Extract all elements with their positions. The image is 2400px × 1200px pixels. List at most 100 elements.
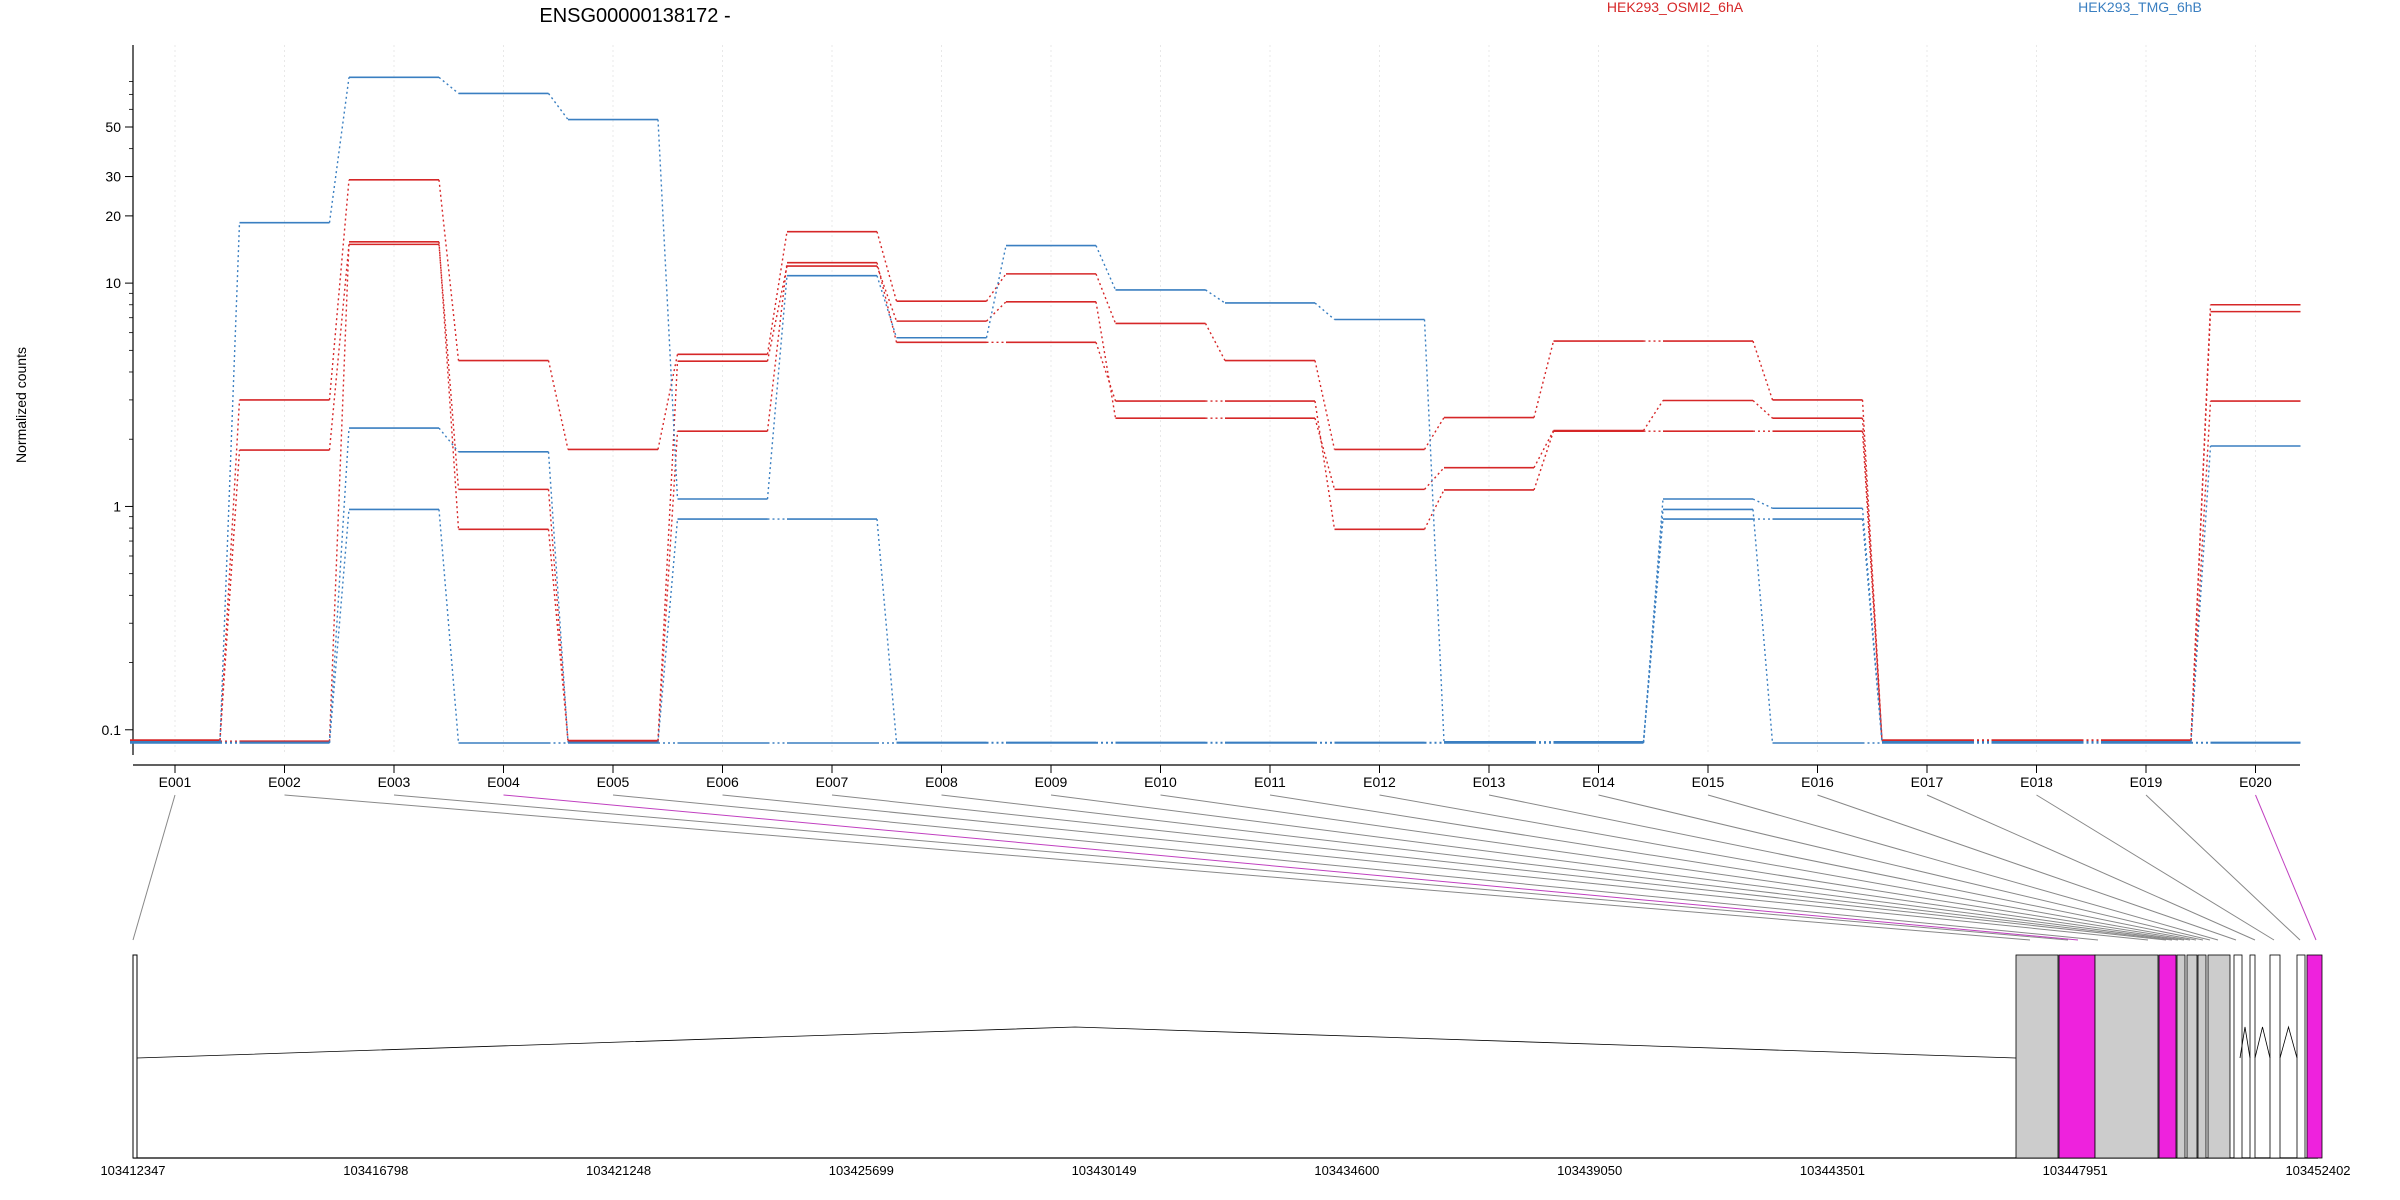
data-transition	[547, 93, 569, 120]
intron-line	[136, 1026, 2017, 1059]
x-tick-label-e013: E013	[1473, 774, 1506, 790]
plot-area: 0.1 1 10 20 30 50 E001 E002 E003 E004 E005 E006 E007…	[102, 45, 2301, 790]
data-transition	[1533, 430, 1555, 469]
data-transition	[1642, 519, 1664, 743]
connector-e005	[612, 794, 2099, 941]
connector-e015	[1707, 794, 2219, 941]
connector-e008	[941, 794, 2173, 941]
data-transition	[1095, 342, 1117, 402]
data-transition	[328, 509, 350, 744]
data-transition	[438, 76, 459, 94]
data-transition	[438, 179, 460, 361]
data-transition	[985, 273, 1007, 302]
coordinate-label: 103412347	[100, 1163, 165, 1178]
x-tick-label-e020: E020	[2239, 774, 2272, 790]
x-tick-label-e017: E017	[1911, 774, 1944, 790]
data-transition	[1423, 489, 1445, 530]
data-transition	[547, 529, 569, 742]
connector-e018	[2036, 794, 2275, 941]
data-transition	[1642, 400, 1664, 431]
exon-block	[2233, 954, 2243, 1159]
data-transition	[1533, 340, 1555, 418]
data-transition	[766, 262, 788, 432]
coordinate-label: 103434600	[1314, 1163, 1379, 1178]
exon-block	[2306, 954, 2323, 1159]
exon-block	[2015, 954, 2059, 1159]
data-transition	[1095, 245, 1117, 291]
y-axis-label: Normalized counts	[13, 347, 29, 463]
data-transition	[766, 231, 788, 355]
x-tick-label-e016: E016	[1801, 774, 1834, 790]
connector-e011	[1269, 794, 2191, 941]
series-tmg-5	[130, 508, 2301, 744]
exon-block	[2058, 954, 2096, 1159]
coordinate-label: 103439050	[1557, 1163, 1622, 1178]
data-transition	[1314, 360, 1336, 450]
data-transition	[547, 451, 569, 743]
x-tick-label-e015: E015	[1692, 774, 1725, 790]
data-transition	[1861, 399, 1883, 741]
y-tick-label: 50	[105, 119, 121, 135]
data-transition	[1861, 519, 1883, 743]
coordinate-label: 103430149	[1072, 1163, 1137, 1178]
data-transition	[657, 519, 679, 743]
data-transition	[1861, 508, 1883, 742]
data-transition	[438, 509, 460, 744]
connector-e016	[1817, 794, 2237, 941]
coordinate-label: 103447951	[2043, 1163, 2108, 1178]
x-tick-label-e012: E012	[1363, 774, 1396, 790]
exon-block	[2197, 954, 2207, 1159]
data-transition	[1423, 417, 1445, 450]
exon-block	[132, 954, 138, 1159]
exon-block	[2176, 954, 2186, 1159]
connector-e012	[1379, 794, 2197, 941]
connector-e010	[1160, 794, 2185, 941]
data-transition	[1423, 319, 1445, 742]
x-tick-label-e004: E004	[487, 774, 520, 790]
data-transition	[1642, 498, 1664, 742]
series-osmi2-2	[130, 241, 2301, 743]
connector-e001	[132, 794, 176, 941]
data-transition	[2190, 445, 2212, 742]
x-tick-label-e002: E002	[268, 774, 301, 790]
connector-e014	[1598, 794, 2211, 941]
connector-e003	[393, 794, 2069, 941]
coordinate-label: 103452402	[2285, 1163, 2350, 1178]
x-tick-label-e006: E006	[706, 774, 739, 790]
data-transition	[219, 222, 241, 742]
intron-line	[2279, 1025, 2298, 1059]
connector-e007	[831, 794, 2167, 941]
data-transition	[876, 275, 898, 338]
series-tmg-3	[130, 76, 2301, 743]
exon-block	[2094, 954, 2159, 1159]
exon-block	[2186, 954, 2198, 1159]
data-transition	[657, 431, 679, 742]
data-transition	[876, 519, 898, 743]
y-tick-label: 0.1	[102, 722, 122, 738]
coordinate-label: 103425699	[829, 1163, 894, 1178]
connector-e006	[722, 794, 2149, 941]
connector-e004	[503, 794, 2079, 941]
data-transition	[657, 119, 679, 500]
data-transition	[219, 449, 241, 741]
y-tick-label: 20	[105, 208, 121, 224]
data-transition	[1861, 431, 1883, 742]
data-transition	[219, 399, 241, 741]
connector-e013	[1488, 794, 2204, 941]
data-transition	[328, 179, 350, 400]
data-transition	[986, 301, 1007, 322]
y-tick-label: 30	[105, 169, 121, 185]
data-transition	[1642, 509, 1664, 744]
data-transition	[438, 244, 460, 490]
x-tick-label-e005: E005	[597, 774, 630, 790]
x-tick-label-e001: E001	[159, 774, 192, 790]
data-transition	[657, 354, 679, 450]
data-transition	[438, 427, 460, 453]
coordinate-label: 103421248	[586, 1163, 651, 1178]
chart-title: ENSG00000138172 -	[539, 5, 730, 27]
data-transition	[2190, 311, 2212, 741]
data-transition	[1752, 399, 1773, 419]
legend-entry-osmi2: HEK293_OSMI2_6hA	[1607, 0, 1744, 15]
data-transition	[657, 361, 679, 741]
